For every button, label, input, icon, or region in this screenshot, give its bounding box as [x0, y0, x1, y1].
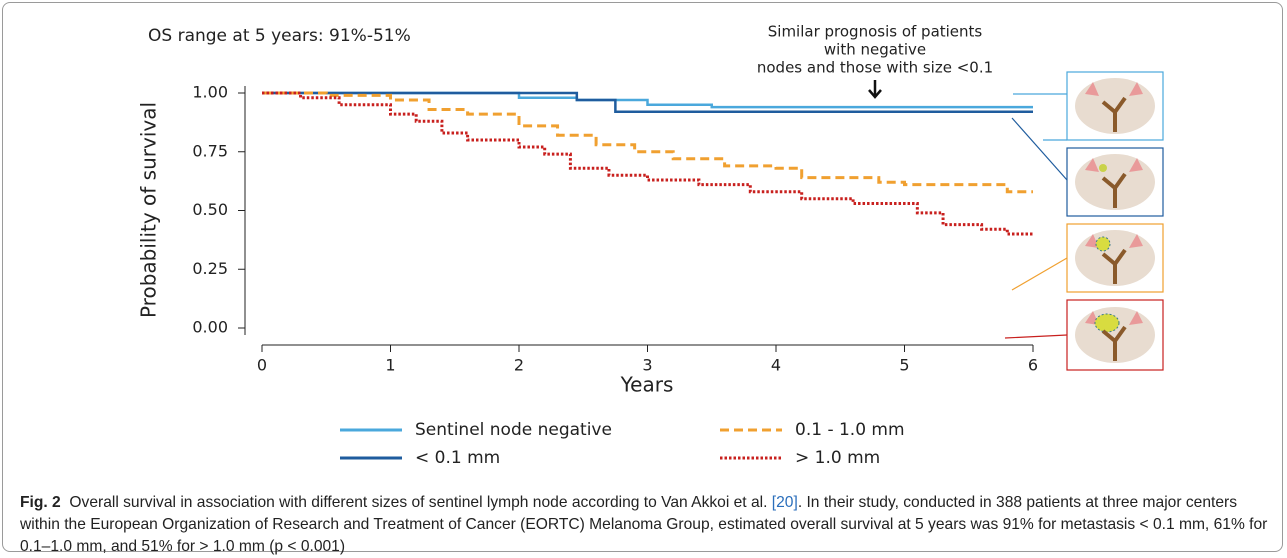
citation[interactable]: [20] [772, 494, 798, 511]
x-axis-title: Years [620, 373, 674, 397]
annotation: OS range at 5 years: 91%-51% [148, 26, 411, 46]
x-tick-label: 2 [514, 356, 524, 375]
page: {"chart_data": {"type": "step", "annotat… [0, 0, 1287, 556]
survival-curve [262, 93, 1033, 234]
legend-label: Sentinel node negative [415, 420, 612, 440]
x-tick-label: 1 [385, 356, 395, 375]
caption-text: Overall survival in association with dif… [69, 494, 767, 511]
y-tick-label: 0.00 [192, 318, 228, 337]
caption-label: Fig. 2 [20, 494, 61, 511]
y-tick-label: 0.25 [192, 259, 228, 278]
y-tick-label: 0.75 [192, 141, 228, 160]
chart: OS range at 5 years: 91%-51% Similar pro… [0, 0, 1287, 490]
note-line: with negative [824, 41, 926, 59]
caption: Fig. 2 Overall survival in association w… [20, 492, 1270, 558]
x-tick-label: 5 [899, 356, 909, 375]
x-tick-label: 3 [642, 356, 652, 375]
y-tick-label: 1.00 [192, 83, 228, 102]
legend-label: > 1.0 mm [795, 448, 880, 468]
x-tick-label: 4 [771, 356, 781, 375]
note-line: Similar prognosis of patients [768, 23, 983, 41]
y-tick-label: 0.50 [192, 200, 228, 219]
x-tick-label: 0 [257, 356, 267, 375]
legend-label: < 0.1 mm [415, 448, 500, 468]
y-axis-title: Probability of survival [137, 102, 161, 318]
icons [1075, 78, 1155, 363]
x-tick-label: 6 [1028, 356, 1038, 375]
note-line: nodes and those with size <0.1 [757, 59, 993, 77]
legend-label: 0.1 - 1.0 mm [795, 420, 905, 440]
note-arrow [869, 80, 881, 97]
